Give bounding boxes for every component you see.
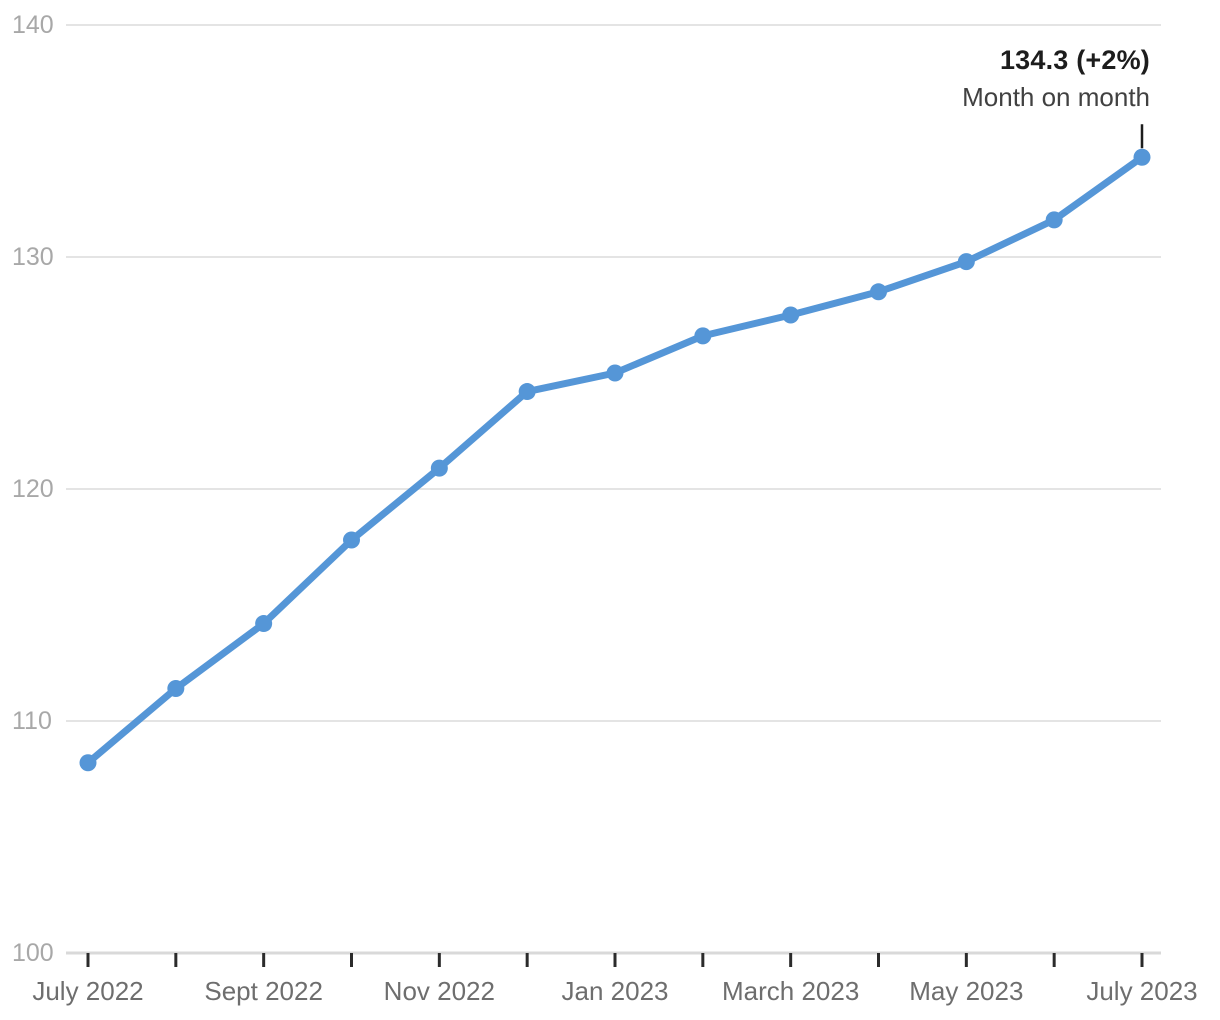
annotation-subtitle: Month on month bbox=[962, 82, 1150, 112]
y-axis-label: 110 bbox=[12, 707, 52, 735]
x-axis-label: Sept 2022 bbox=[204, 976, 323, 1006]
data-point[interactable] bbox=[255, 615, 273, 633]
data-point[interactable] bbox=[1045, 211, 1063, 229]
y-axis-label: 130 bbox=[12, 243, 54, 271]
x-axis-label: July 2023 bbox=[1086, 976, 1197, 1006]
data-point[interactable] bbox=[870, 283, 887, 301]
x-axis-label: July 2022 bbox=[32, 976, 143, 1006]
series-line bbox=[84, 153, 1146, 767]
data-point[interactable] bbox=[782, 306, 800, 324]
annotation: 134.3 (+2%) Month on month bbox=[962, 42, 1150, 116]
data-point[interactable] bbox=[606, 364, 624, 382]
annotation-value: 134.3 (+2%) bbox=[999, 45, 1150, 75]
x-axis-label: Jan 2023 bbox=[562, 976, 669, 1006]
x-axis-label: March 2023 bbox=[722, 976, 859, 1006]
data-point[interactable] bbox=[518, 383, 536, 401]
y-axis-label: 100 bbox=[12, 939, 54, 967]
data-point[interactable] bbox=[430, 459, 448, 477]
data-point[interactable] bbox=[343, 531, 360, 549]
x-axis-label: May 2023 bbox=[909, 976, 1023, 1006]
data-point[interactable] bbox=[1133, 148, 1151, 166]
x-axis-label: Nov 2022 bbox=[384, 976, 495, 1006]
data-point[interactable] bbox=[167, 680, 185, 698]
data-point[interactable] bbox=[79, 754, 97, 772]
data-point[interactable] bbox=[694, 327, 712, 345]
data-point[interactable] bbox=[957, 253, 975, 271]
y-axis-label: 120 bbox=[12, 475, 54, 503]
y-axis-label: 140 bbox=[12, 11, 54, 39]
